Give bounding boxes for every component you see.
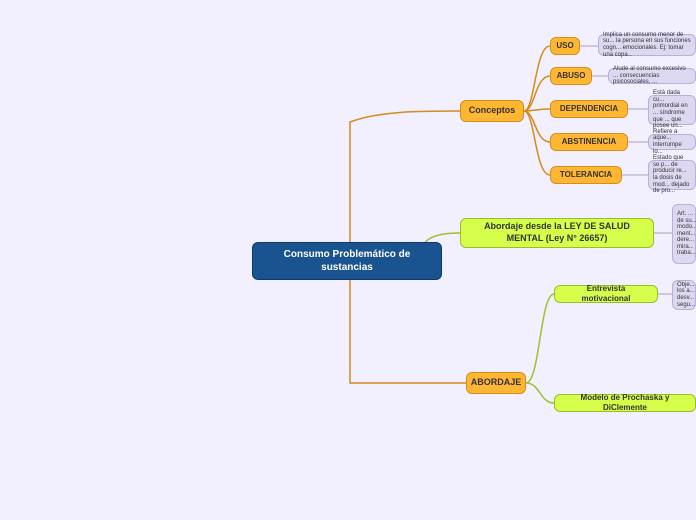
desc-tolerancia: Estado que se p... de producir re... la … [648,160,696,190]
desc-ley-text: Art. ... de su... modo... ment... dere..… [677,211,696,257]
desc-entrevista: Obje... los a... desv... segu... [672,280,696,310]
node-abuso[interactable]: ABUSO [550,67,592,85]
node-entrevista-label: Entrevista motivacional [563,284,649,305]
node-ley[interactable]: Abordaje desde la LEY DE SALUD MENTAL (L… [460,218,654,248]
desc-abuso-text: Alude al consumo excesivo ... consecuenc… [613,66,691,86]
node-prochaska-label: Modelo de Prochaska y DiClemente [563,393,687,414]
node-abordaje-label: ABORDAJE [471,377,522,389]
desc-abuso: Alude al consumo excesivo ... consecuenc… [608,68,696,84]
node-uso-label: USO [556,41,573,51]
desc-uso-text: Implica un consumo menor de su... la per… [603,32,691,58]
desc-abstinencia: Refiere a aque... interrumpe lo... [648,134,696,150]
root-node[interactable]: Consumo Problemático de sustancias [252,242,442,280]
node-conceptos[interactable]: Conceptos [460,100,524,122]
node-prochaska[interactable]: Modelo de Prochaska y DiClemente [554,394,696,412]
root-label: Consumo Problemático de sustancias [261,248,433,274]
node-abuso-label: ABUSO [557,71,586,81]
node-uso[interactable]: USO [550,37,580,55]
desc-dependencia-text: Está dada cu... primordial en ... síndro… [653,90,691,130]
node-dependencia[interactable]: DEPENDENCIA [550,100,628,118]
node-ley-label: Abordaje desde la LEY DE SALUD MENTAL (L… [469,221,645,244]
desc-dependencia: Está dada cu... primordial en ... síndro… [648,95,696,125]
node-tolerancia-label: TOLERANCIA [560,170,612,180]
desc-tolerancia-text: Estado que se p... de producir re... la … [653,155,691,195]
node-abordaje[interactable]: ABORDAJE [466,372,526,394]
node-tolerancia[interactable]: TOLERANCIA [550,166,622,184]
desc-entrevista-text: Obje... los a... desv... segu... [677,282,695,308]
desc-ley: Art. ... de su... modo... ment... dere..… [672,204,696,264]
node-abstinencia[interactable]: ABSTINENCIA [550,133,628,151]
node-conceptos-label: Conceptos [469,105,516,117]
node-entrevista[interactable]: Entrevista motivacional [554,285,658,303]
node-dependencia-label: DEPENDENCIA [560,104,618,114]
node-abstinencia-label: ABSTINENCIA [562,137,617,147]
desc-abstinencia-text: Refiere a aque... interrumpe lo... [653,129,691,155]
desc-uso: Implica un consumo menor de su... la per… [598,34,696,56]
